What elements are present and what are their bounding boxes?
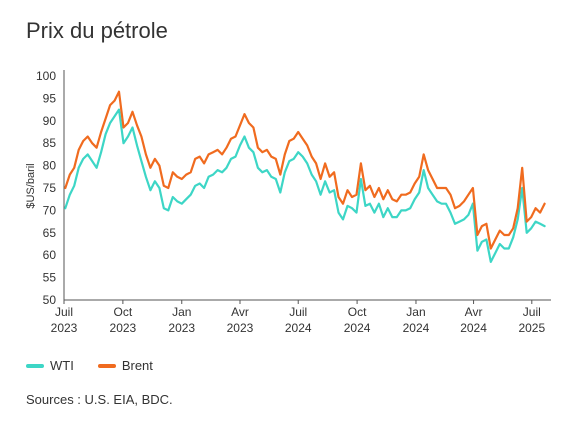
x-tick-year: 2024: [285, 321, 312, 335]
series-line-wti: [64, 108, 546, 263]
x-tick-month: Oct: [348, 305, 367, 319]
source-note: Sources : U.S. EIA, BDC.: [26, 392, 173, 407]
y-tick-label: 65: [43, 226, 57, 240]
series-line-brent: [64, 90, 546, 250]
x-axis: Juil 2023 Oct 2023 Jan 2023 Avr 2023 Juil 2024 Oct…: [51, 299, 551, 335]
x-tick-month: Juil: [523, 305, 541, 319]
y-tick-label: 90: [43, 114, 57, 128]
y-tick-label: 100: [36, 69, 56, 83]
legend-swatch-wti: [26, 363, 44, 368]
x-tick-year: 2023: [227, 321, 254, 335]
legend-swatch-brent: [97, 363, 116, 368]
x-tick-year: 2025: [518, 321, 545, 335]
y-tick-label: 95: [43, 91, 57, 105]
legend: WTI Brent: [26, 358, 177, 373]
x-tick-month: Juil: [55, 305, 73, 319]
x-tick-month: Jan: [406, 305, 425, 319]
y-tick-label: 85: [43, 136, 57, 150]
y-tick-label: 55: [43, 271, 57, 285]
x-tick-year: 2023: [51, 321, 78, 335]
x-tick-year: 2024: [344, 321, 371, 335]
legend-label-wti: WTI: [50, 358, 74, 373]
series-layer: [64, 90, 546, 263]
x-tick-month: Jan: [172, 305, 191, 319]
x-tick-month: Avr: [231, 305, 249, 319]
legend-label-brent: Brent: [121, 358, 153, 373]
x-tick-year: 2024: [460, 321, 487, 335]
y-tick-label: 60: [43, 248, 57, 262]
x-tick-month: Oct: [114, 305, 133, 319]
y-tick-label: 80: [43, 159, 57, 173]
x-tick-month: Juil: [289, 305, 307, 319]
x-tick-year: 2023: [110, 321, 137, 335]
legend-item-wti: WTI: [26, 358, 74, 373]
y-axis: 50 55 60 65 70 75 80 85 90 95 100: [36, 69, 65, 307]
y-axis-label: $US/baril: [25, 163, 37, 208]
y-tick-label: 75: [43, 181, 57, 195]
x-tick-year: 2023: [168, 321, 195, 335]
y-tick-label: 70: [43, 203, 57, 217]
x-tick-month: Avr: [465, 305, 483, 319]
chart-title: Prix du pétrole: [26, 18, 168, 43]
y-tick-label: 50: [43, 293, 57, 307]
legend-item-brent: Brent: [97, 358, 153, 373]
x-tick-year: 2024: [403, 321, 430, 335]
